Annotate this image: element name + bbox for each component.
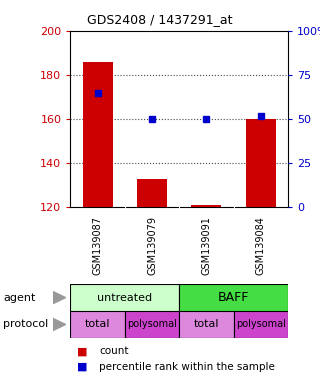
Bar: [179, 284, 288, 311]
Text: BAFF: BAFF: [218, 291, 249, 304]
Bar: [125, 311, 179, 338]
Bar: [234, 311, 288, 338]
Text: percentile rank within the sample: percentile rank within the sample: [99, 362, 275, 372]
Bar: [191, 205, 221, 207]
Text: GDS2408 / 1437291_at: GDS2408 / 1437291_at: [87, 13, 233, 26]
Bar: [137, 179, 167, 207]
Text: total: total: [194, 319, 219, 329]
Text: polysomal: polysomal: [236, 319, 286, 329]
Text: ■: ■: [77, 362, 87, 372]
Polygon shape: [53, 318, 66, 331]
Text: GSM139084: GSM139084: [256, 216, 266, 275]
Text: count: count: [99, 346, 129, 356]
Text: agent: agent: [3, 293, 36, 303]
Text: polysomal: polysomal: [127, 319, 177, 329]
Text: GSM139079: GSM139079: [147, 216, 157, 275]
Bar: [70, 311, 125, 338]
Text: GSM139087: GSM139087: [92, 216, 103, 275]
Text: total: total: [85, 319, 110, 329]
Text: ■: ■: [77, 346, 87, 356]
Text: protocol: protocol: [3, 319, 48, 329]
Bar: [179, 311, 234, 338]
Text: GSM139091: GSM139091: [201, 216, 212, 275]
Bar: [246, 119, 276, 207]
Bar: [70, 284, 179, 311]
Polygon shape: [53, 291, 66, 304]
Bar: [83, 61, 113, 207]
Text: untreated: untreated: [97, 293, 152, 303]
